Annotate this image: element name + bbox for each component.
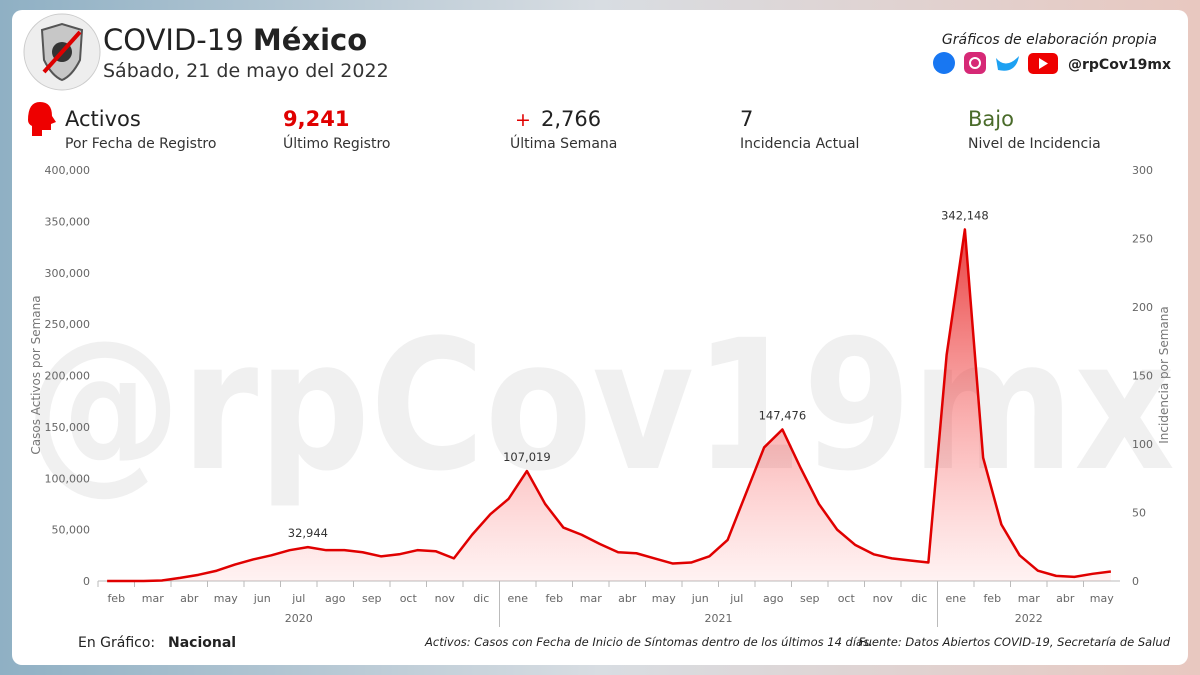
x-tick-label: jun [691,592,709,605]
stat-label: Nivel de Incidencia [968,136,1101,152]
x-tick-label: jul [729,592,743,605]
scope: Nacional [168,635,236,651]
scope-label: En Gráfico: [78,635,155,651]
y2-tick-label: 300 [1132,164,1153,177]
value-label: 32,944 [288,526,328,540]
stat-label: Por Fecha de Registro [65,136,216,152]
x-tick-label: abr [1056,592,1075,605]
y-axis-title: Casos Activos por Semana [29,295,43,454]
stat-value: Bajo [968,107,1014,131]
x-tick-label: ago [325,592,346,605]
y2-tick-label: 100 [1132,438,1153,451]
facebook-icon[interactable] [933,52,955,74]
watermark: @rpCov19mx [25,302,1175,511]
line [107,228,1112,583]
y-tick-label: 250,000 [45,318,91,331]
x-tick-label: oct [400,592,418,605]
x-tick-label: dic [911,592,927,605]
subtitle: Sábado, 21 de mayo del 2022 [103,60,389,82]
y-tick-label: 50,000 [52,524,91,537]
x-tick-label: mar [1018,592,1040,605]
card [12,10,1188,665]
y-tick-label: 150,000 [45,421,91,434]
year-label: 2022 [1015,612,1043,625]
x-tick-label: ene [945,592,966,605]
twitter-icon[interactable] [996,56,1019,71]
x-tick-label: ago [763,592,784,605]
x-tick-label: may [1090,592,1114,605]
title: COVID-19 México [103,23,367,57]
value-label: 342,148 [941,208,989,222]
y2-tick-label: 250 [1132,233,1153,246]
y-tick-label: 350,000 [45,215,91,228]
x-tick-label: feb [107,592,125,605]
y2-tick-label: 50 [1132,507,1146,520]
instagram-icon[interactable] [964,52,986,74]
note: Activos: Casos con Fecha de Inicio de Sí… [424,635,873,649]
title-bold: México [253,23,367,57]
x-tick-label: oct [838,592,856,605]
y-tick-label: 200,000 [45,370,91,383]
y2-axis-title: Incidencia por Semana [1157,306,1171,444]
stat-value: 2,766 [541,107,601,131]
y2-tick-label: 0 [1132,575,1139,588]
x-tick-label: feb [983,592,1001,605]
stat-value: Activos [65,107,141,131]
x-tick-label: mar [580,592,602,605]
stat-label: Última Semana [510,134,617,152]
logo-slash [42,30,82,74]
handle: @rpCov19mx [1068,57,1171,73]
x-tick-label: ene [507,592,528,605]
y2-tick-label: 200 [1132,301,1153,314]
x-tick-label: dic [473,592,489,605]
x-tick-label: nov [873,592,894,605]
x-tick-label: abr [180,592,199,605]
x-tick-label: may [214,592,238,605]
year-label: 2021 [705,612,733,625]
y-tick-label: 100,000 [45,472,91,485]
x-tick-label: jul [291,592,305,605]
value-label: 147,476 [759,408,807,422]
x-tick-label: jun [253,592,271,605]
instagram-lens [969,57,981,69]
x-tick-label: sep [800,592,819,605]
source: Fuente: Datos Abiertos COVID-19, Secreta… [859,635,1171,649]
x-tick-label: sep [362,592,381,605]
y-tick-label: 300,000 [45,267,91,280]
stat-value: 9,241 [283,107,349,131]
stat-label: Último Registro [283,134,390,152]
title-main: COVID-19 [103,23,244,57]
stat-value: 7 [740,107,753,131]
year-label: 2020 [285,612,313,625]
x-tick-label: feb [545,592,563,605]
x-tick-label: nov [435,592,456,605]
x-tick-label: mar [142,592,164,605]
youtube-play [1039,58,1048,69]
x-tick-label: may [652,592,676,605]
y-tick-label: 400,000 [45,164,91,177]
stat-sign: + [515,109,531,131]
value-label: 107,019 [503,450,551,464]
stat-label: Incidencia Actual [740,136,859,152]
y-tick-label: 0 [83,575,90,588]
x-tick-label: abr [618,592,637,605]
tagline: Gráficos de elaboración propia [942,32,1157,48]
head-icon [28,102,56,136]
y2-tick-label: 150 [1132,370,1153,383]
area [107,229,1111,581]
